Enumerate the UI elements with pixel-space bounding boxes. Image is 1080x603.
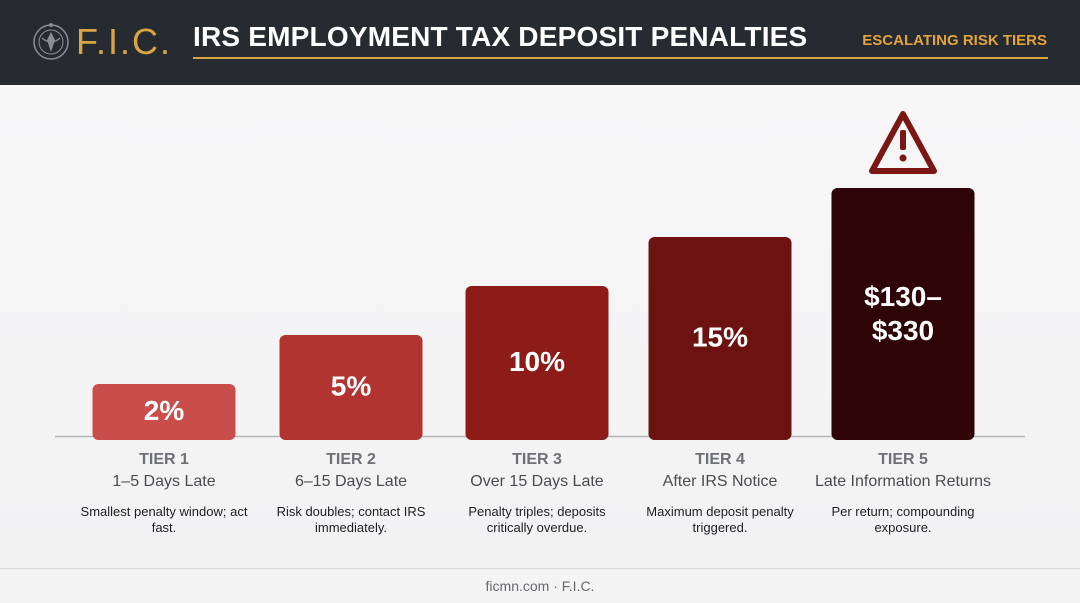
tier-name: Over 15 Days Late — [470, 473, 604, 490]
bar-tier-1 — [92, 384, 236, 440]
header-bar: F.I.C. IRS EMPLOYMENT TAX DEPOSIT PENALT… — [0, 0, 1080, 85]
bar-tier-3 — [465, 286, 609, 440]
seal-logo-icon — [33, 23, 69, 60]
tier-bar-chart: 2% 5% 10% 15% $130– $330 — [55, 111, 1025, 440]
footer-divider — [0, 568, 1080, 569]
page-title: IRS EMPLOYMENT TAX DEPOSIT PENALTIES — [193, 21, 808, 52]
logo-text: F.I.C. — [76, 21, 173, 62]
tier-description: Maximum deposit penalty triggered. — [646, 504, 794, 535]
bar-value-label: 2% — [144, 395, 185, 426]
tier-label: TIER 2 — [326, 451, 376, 468]
tier-label: TIER 5 — [878, 451, 928, 468]
bar-value-label: 5% — [331, 371, 372, 402]
footer-text: ficmn.com · F.I.C. — [485, 578, 595, 594]
tier-label: TIER 1 — [139, 451, 189, 468]
tier-name: After IRS Notice — [662, 473, 778, 490]
bar-value-label: $130– $330 — [864, 281, 942, 346]
tier-label: TIER 4 — [695, 451, 745, 468]
tier-name: Late Information Returns — [814, 473, 992, 490]
tier-description: Smallest penalty window; act fast. — [80, 504, 248, 535]
tier-description: Per return; compounding exposure. — [831, 504, 975, 535]
title-underline — [193, 57, 1048, 59]
chart-area: 2% 5% 10% 15% $130– $330 TIER 1 1–5 Days Late S… — [0, 85, 1080, 568]
bar-tier-4 — [648, 237, 792, 440]
tier-description: Risk doubles; contact IRS immediately. — [276, 504, 426, 535]
subtitle-tag: ESCALATING RISK TIERS — [862, 32, 1047, 49]
tier-label: TIER 3 — [512, 451, 562, 468]
bar-value-label: 15% — [692, 322, 748, 353]
tier-description: Penalty triples; deposits critically ove… — [468, 504, 606, 535]
bar-tier-2 — [279, 335, 423, 440]
warning-triangle-icon — [869, 111, 937, 174]
bar-tier-5 — [831, 188, 975, 440]
tier-name: 6–15 Days Late — [294, 473, 408, 490]
tier-name: 1–5 Days Late — [112, 473, 216, 490]
bar-value-label: 10% — [509, 346, 565, 377]
